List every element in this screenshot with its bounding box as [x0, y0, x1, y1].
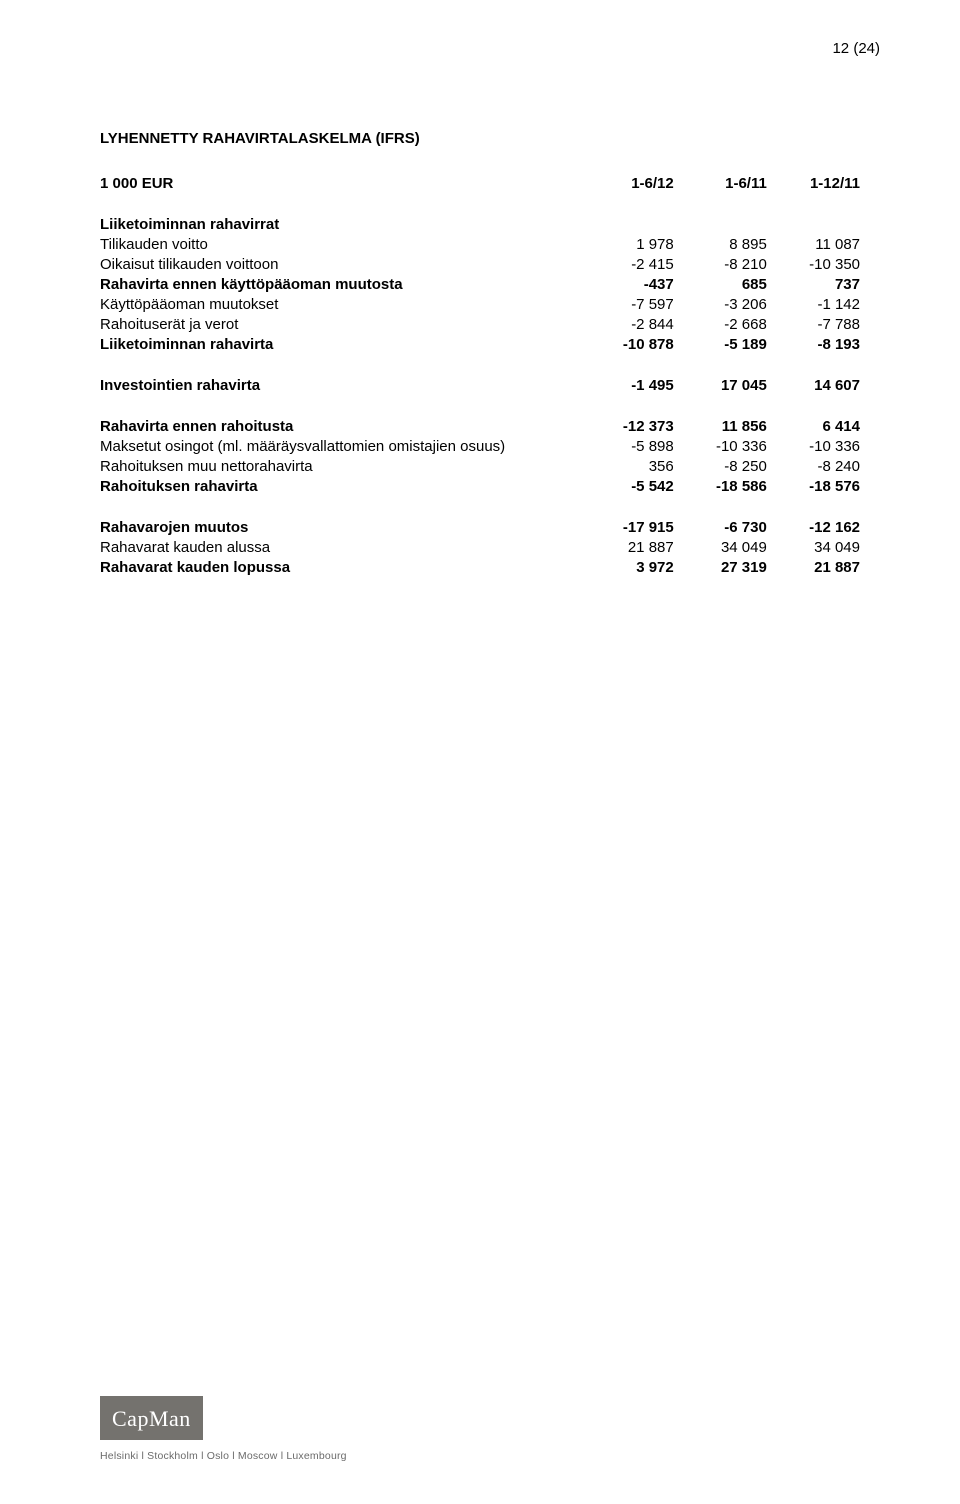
section-head-row: Liiketoiminnan rahavirrat: [100, 214, 860, 234]
cell: -12 373: [581, 416, 674, 436]
cell: 685: [674, 274, 767, 294]
row-label: Rahoituserät ja verot: [100, 314, 581, 334]
cell: 34 049: [767, 537, 860, 557]
row-label: Rahavarat kauden alussa: [100, 537, 581, 557]
table-row: Rahavirta ennen käyttöpääoman muutosta -…: [100, 274, 860, 294]
cell: -1 142: [767, 294, 860, 314]
cell: -12 162: [767, 517, 860, 537]
cell: -8 193: [767, 334, 860, 354]
logo: CapMan: [100, 1396, 203, 1440]
cell: -437: [581, 274, 674, 294]
table-row: Käyttöpääoman muutokset -7 597 -3 206 -1…: [100, 294, 860, 314]
table-row: Liiketoiminnan rahavirta -10 878 -5 189 …: [100, 334, 860, 354]
cell: -17 915: [581, 517, 674, 537]
row-label: Käyttöpääoman muutokset: [100, 294, 581, 314]
cell: 11 087: [767, 234, 860, 254]
cell: -7 788: [767, 314, 860, 334]
row-label: Liiketoiminnan rahavirta: [100, 334, 581, 354]
table-row: Oikaisut tilikauden voittoon -2 415 -8 2…: [100, 254, 860, 274]
spacer-row: [100, 395, 860, 416]
spacer-row: [100, 354, 860, 375]
table-row: Rahavarat kauden lopussa 3 972 27 319 21…: [100, 557, 860, 577]
cell: 356: [581, 456, 674, 476]
footer-cities: Helsinki l Stockholm l Oslo l Moscow l L…: [100, 1450, 347, 1462]
table-row: Tilikauden voitto 1 978 8 895 11 087: [100, 234, 860, 254]
row-label: Rahavirta ennen käyttöpääoman muutosta: [100, 274, 581, 294]
row-label: Rahavirta ennen rahoitusta: [100, 416, 581, 436]
section-head: Liiketoiminnan rahavirrat: [100, 214, 581, 234]
row-label: Rahavarat kauden lopussa: [100, 557, 581, 577]
table-row: Rahavarojen muutos -17 915 -6 730 -12 16…: [100, 517, 860, 537]
cell: -8 240: [767, 456, 860, 476]
table-row: Investointien rahavirta -1 495 17 045 14…: [100, 375, 860, 395]
table-row: Rahavarat kauden alussa 21 887 34 049 34…: [100, 537, 860, 557]
page-footer: CapMan Helsinki l Stockholm l Oslo l Mos…: [100, 1396, 347, 1462]
logo-text: CapMan: [112, 1406, 191, 1431]
cell: -10 336: [767, 436, 860, 456]
row-label: Investointien rahavirta: [100, 375, 581, 395]
cell: 21 887: [767, 557, 860, 577]
row-label: Rahavarojen muutos: [100, 517, 581, 537]
column-header-row: 1 000 EUR 1-6/12 1-6/11 1-12/11: [100, 173, 860, 193]
cell: 34 049: [674, 537, 767, 557]
cell: 6 414: [767, 416, 860, 436]
cashflow-table: 1 000 EUR 1-6/12 1-6/11 1-12/11 Liiketoi…: [100, 173, 860, 577]
cell: 21 887: [581, 537, 674, 557]
spacer-row: [100, 496, 860, 517]
cell: -18 586: [674, 476, 767, 496]
table-title: LYHENNETTY RAHAVIRTALASKELMA (IFRS): [100, 130, 860, 147]
cell: -10 350: [767, 254, 860, 274]
cell: -18 576: [767, 476, 860, 496]
cell: -7 597: [581, 294, 674, 314]
page-number: 12 (24): [832, 40, 880, 57]
table-row: Rahoituserät ja verot -2 844 -2 668 -7 7…: [100, 314, 860, 334]
row-label: Tilikauden voitto: [100, 234, 581, 254]
cell: -2 668: [674, 314, 767, 334]
col-2: 1-6/11: [674, 173, 767, 193]
cell: -10 336: [674, 436, 767, 456]
cell: -1 495: [581, 375, 674, 395]
table-row: Maksetut osingot (ml. määräysvallattomie…: [100, 436, 860, 456]
cell: -6 730: [674, 517, 767, 537]
row-label: Oikaisut tilikauden voittoon: [100, 254, 581, 274]
cell: -5 542: [581, 476, 674, 496]
table-row: Rahoituksen muu nettorahavirta 356 -8 25…: [100, 456, 860, 476]
table-row: Rahavirta ennen rahoitusta -12 373 11 85…: [100, 416, 860, 436]
col-label: 1 000 EUR: [100, 173, 581, 193]
cell: 1 978: [581, 234, 674, 254]
cell: -8 210: [674, 254, 767, 274]
cell: -2 844: [581, 314, 674, 334]
cell: -5 898: [581, 436, 674, 456]
cell: 11 856: [674, 416, 767, 436]
cell: -2 415: [581, 254, 674, 274]
cell: -8 250: [674, 456, 767, 476]
row-label: Rahoituksen rahavirta: [100, 476, 581, 496]
row-label: Rahoituksen muu nettorahavirta: [100, 456, 581, 476]
col-1: 1-6/12: [581, 173, 674, 193]
cell: 737: [767, 274, 860, 294]
spacer-row: [100, 193, 860, 214]
cell: -10 878: [581, 334, 674, 354]
col-3: 1-12/11: [767, 173, 860, 193]
cell: 14 607: [767, 375, 860, 395]
table-row: Rahoituksen rahavirta -5 542 -18 586 -18…: [100, 476, 860, 496]
cell: 8 895: [674, 234, 767, 254]
cell: 3 972: [581, 557, 674, 577]
cell: 27 319: [674, 557, 767, 577]
cell: -3 206: [674, 294, 767, 314]
row-label: Maksetut osingot (ml. määräysvallattomie…: [100, 436, 581, 456]
cell: -5 189: [674, 334, 767, 354]
cell: 17 045: [674, 375, 767, 395]
main-content: LYHENNETTY RAHAVIRTALASKELMA (IFRS) 1 00…: [100, 130, 860, 577]
